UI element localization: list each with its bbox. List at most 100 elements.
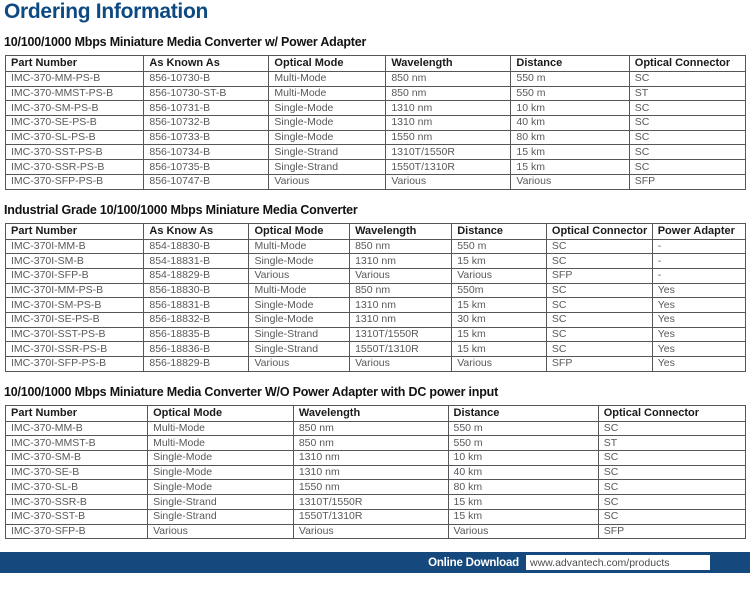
table-cell: SC: [545, 311, 653, 328]
table-cell: SC: [628, 71, 747, 87]
table-cell: Various: [510, 173, 630, 190]
table-row: IMC-370-SL-B Single-Mode 1550 nm 80 km SC: [4, 479, 747, 496]
table-row: IMC-370I-SM-PS-B 856-18831-B Single-Mode 13…: [4, 297, 747, 313]
table-cell: 1550 nm: [292, 479, 449, 496]
table-cell: 550m: [451, 282, 547, 299]
table-cell: SC: [545, 238, 653, 255]
table-cell: 550 m: [447, 435, 599, 452]
download-url-box[interactable]: www.advantech.com/products: [526, 555, 710, 570]
table-cell: IMC-370-SSR-PS-B: [4, 159, 145, 175]
table-cell: IMC-370-SFP-B: [4, 523, 149, 540]
table-cell: Single-Strand: [147, 508, 294, 525]
table-cell: 1310 nm: [349, 297, 453, 313]
table-cell: 856-18835-B: [143, 326, 250, 343]
table-cell: SC: [628, 129, 747, 146]
table-cell: 856-10747-B: [143, 173, 270, 190]
table-row: IMC-370I-MM-PS-B 856-18830-B Multi-Mode 850…: [4, 282, 747, 299]
table-cell: Various: [349, 267, 453, 284]
table-cell: SC: [597, 420, 747, 437]
table-cell: SFP: [545, 267, 653, 284]
download-url[interactable]: www.advantech.com/products: [530, 556, 670, 569]
section-heading: Industrial Grade 10/100/1000 Mbps Miniat…: [4, 202, 358, 217]
table-cell: IMC-370-SST-PS-B: [4, 144, 145, 161]
column-header: Distance: [451, 222, 547, 240]
table-cell: 550 m: [510, 85, 630, 102]
table-cell: Multi-Mode: [147, 435, 294, 452]
table-cell: 1310 nm: [349, 311, 453, 328]
table-cell: IMC-370I-MM-B: [4, 238, 145, 255]
table-cell: IMC-370-SM-B: [4, 450, 149, 466]
table-cell: 854-18830-B: [143, 238, 250, 255]
table-cell: SC: [597, 479, 747, 496]
table-row: IMC-370-SSR-PS-B 856-10735-B Single-Strand…: [4, 159, 747, 175]
table-cell: Various: [451, 267, 547, 284]
table-cell: IMC-370-SL-PS-B: [4, 129, 145, 146]
column-header: Wavelength: [292, 404, 449, 422]
table-cell: 30 km: [451, 311, 547, 328]
table-cell: ST: [628, 85, 747, 102]
table-cell: Single-Mode: [147, 450, 294, 466]
table-cell: IMC-370I-SM-PS-B: [4, 297, 145, 313]
table-cell: SC: [545, 341, 653, 358]
table-row: IMC-370-MM-PS-B 856-10730-B Multi-Mode 850 …: [4, 71, 747, 87]
table-row: IMC-370I-SM-B 854-18831-B Single-Mode 1310 …: [4, 253, 747, 269]
table-cell: Various: [292, 523, 449, 540]
table-cell: 40 km: [447, 464, 599, 481]
table-header-row: Part Number As Known As Optical Mode Wavele…: [4, 55, 747, 73]
table-cell: SC: [628, 144, 747, 161]
table-cell: SFP: [597, 523, 747, 540]
table-cell: 854-18829-B: [143, 267, 250, 284]
table-cell: 1310 nm: [385, 100, 512, 117]
table-row: IMC-370-SFP-PS-B 856-10747-B Various Variou…: [4, 173, 747, 190]
column-header: As Know As: [143, 222, 250, 240]
table-cell: IMC-370-MM-B: [4, 420, 149, 437]
table-cell: SC: [628, 159, 747, 175]
footer-bar: Online Download www.advantech.com/produc…: [0, 552, 750, 573]
table-cell: Single-Strand: [147, 494, 294, 510]
column-header: Distance: [510, 55, 630, 73]
section-heading: 10/100/1000 Mbps Miniature Media Convert…: [4, 35, 367, 50]
table-cell: IMC-370-SST-B: [4, 508, 149, 525]
table-row: IMC-370I-SFP-PS-B 856-18829-B Various Vario…: [4, 356, 747, 372]
table-cell: IMC-370I-SFP-PS-B: [4, 356, 145, 372]
table-row: IMC-370I-SFP-B 854-18829-B Various Various V…: [4, 267, 747, 284]
table-row: IMC-370-SM-PS-B 856-10731-B Single-Mode 131…: [4, 100, 747, 117]
column-header: Optical Mode: [147, 404, 294, 422]
table-row: IMC-370-SE-B Single-Mode 1310 nm 40 km SC: [4, 464, 747, 481]
table-row: IMC-370I-SSR-PS-B 856-18836-B Single-Stran…: [4, 341, 747, 358]
table-cell: SC: [545, 253, 653, 269]
table-cell: 10 km: [447, 450, 599, 466]
table-cell: Various: [451, 356, 547, 372]
table-cell: Multi-Mode: [248, 282, 351, 299]
section-wo-power-adapter: 10/100/1000 Mbps Miniature Media Convert…: [4, 385, 747, 540]
table-cell: Single-Mode: [248, 253, 351, 269]
table-cell: Single-Mode: [248, 311, 351, 328]
table-cell: 856-10730-ST-B: [143, 85, 270, 102]
table-cell: 1310T/1550R: [385, 144, 512, 161]
table-cell: SC: [628, 115, 747, 131]
table-cell: 850 nm: [385, 71, 512, 87]
table-cell: 15 km: [451, 297, 547, 313]
table-cell: IMC-370I-SE-PS-B: [4, 311, 145, 328]
table-row: IMC-370-SSR-B Single-Strand 1310T/1550R 15 …: [4, 494, 747, 510]
table-row: IMC-370-MMST-B Multi-Mode 850 nm 550 m ST: [4, 435, 747, 452]
table-cell: -: [651, 238, 747, 255]
column-header: Optical Connector: [628, 55, 747, 73]
table-cell: 1550 nm: [385, 129, 512, 146]
table-cell: SC: [545, 297, 653, 313]
table-cell: 80 km: [447, 479, 599, 496]
table-row: IMC-370-MMST-PS-B 856-10730-ST-B Multi-Mod…: [4, 85, 747, 102]
table-row: IMC-370-SL-PS-B 856-10733-B Single-Mode 155…: [4, 129, 747, 146]
table-cell: Yes: [651, 326, 747, 343]
table-row: IMC-370-MM-B Multi-Mode 850 nm 550 m SC: [4, 420, 747, 437]
table-cell: 1550T/1310R: [385, 159, 512, 175]
table-cell: Single-Mode: [147, 479, 294, 496]
table-cell: 15 km: [447, 508, 599, 525]
table-cell: 856-10734-B: [143, 144, 270, 161]
table-cell: Multi-Mode: [248, 238, 351, 255]
table-cell: Yes: [651, 311, 747, 328]
table-row: IMC-370I-MM-B 854-18830-B Multi-Mode 850 nm…: [4, 238, 747, 255]
table-row: IMC-370-SFP-B Various Various Various SFP: [4, 523, 747, 540]
table-cell: SFP: [545, 356, 653, 372]
table-cell: Single-Strand: [248, 326, 351, 343]
